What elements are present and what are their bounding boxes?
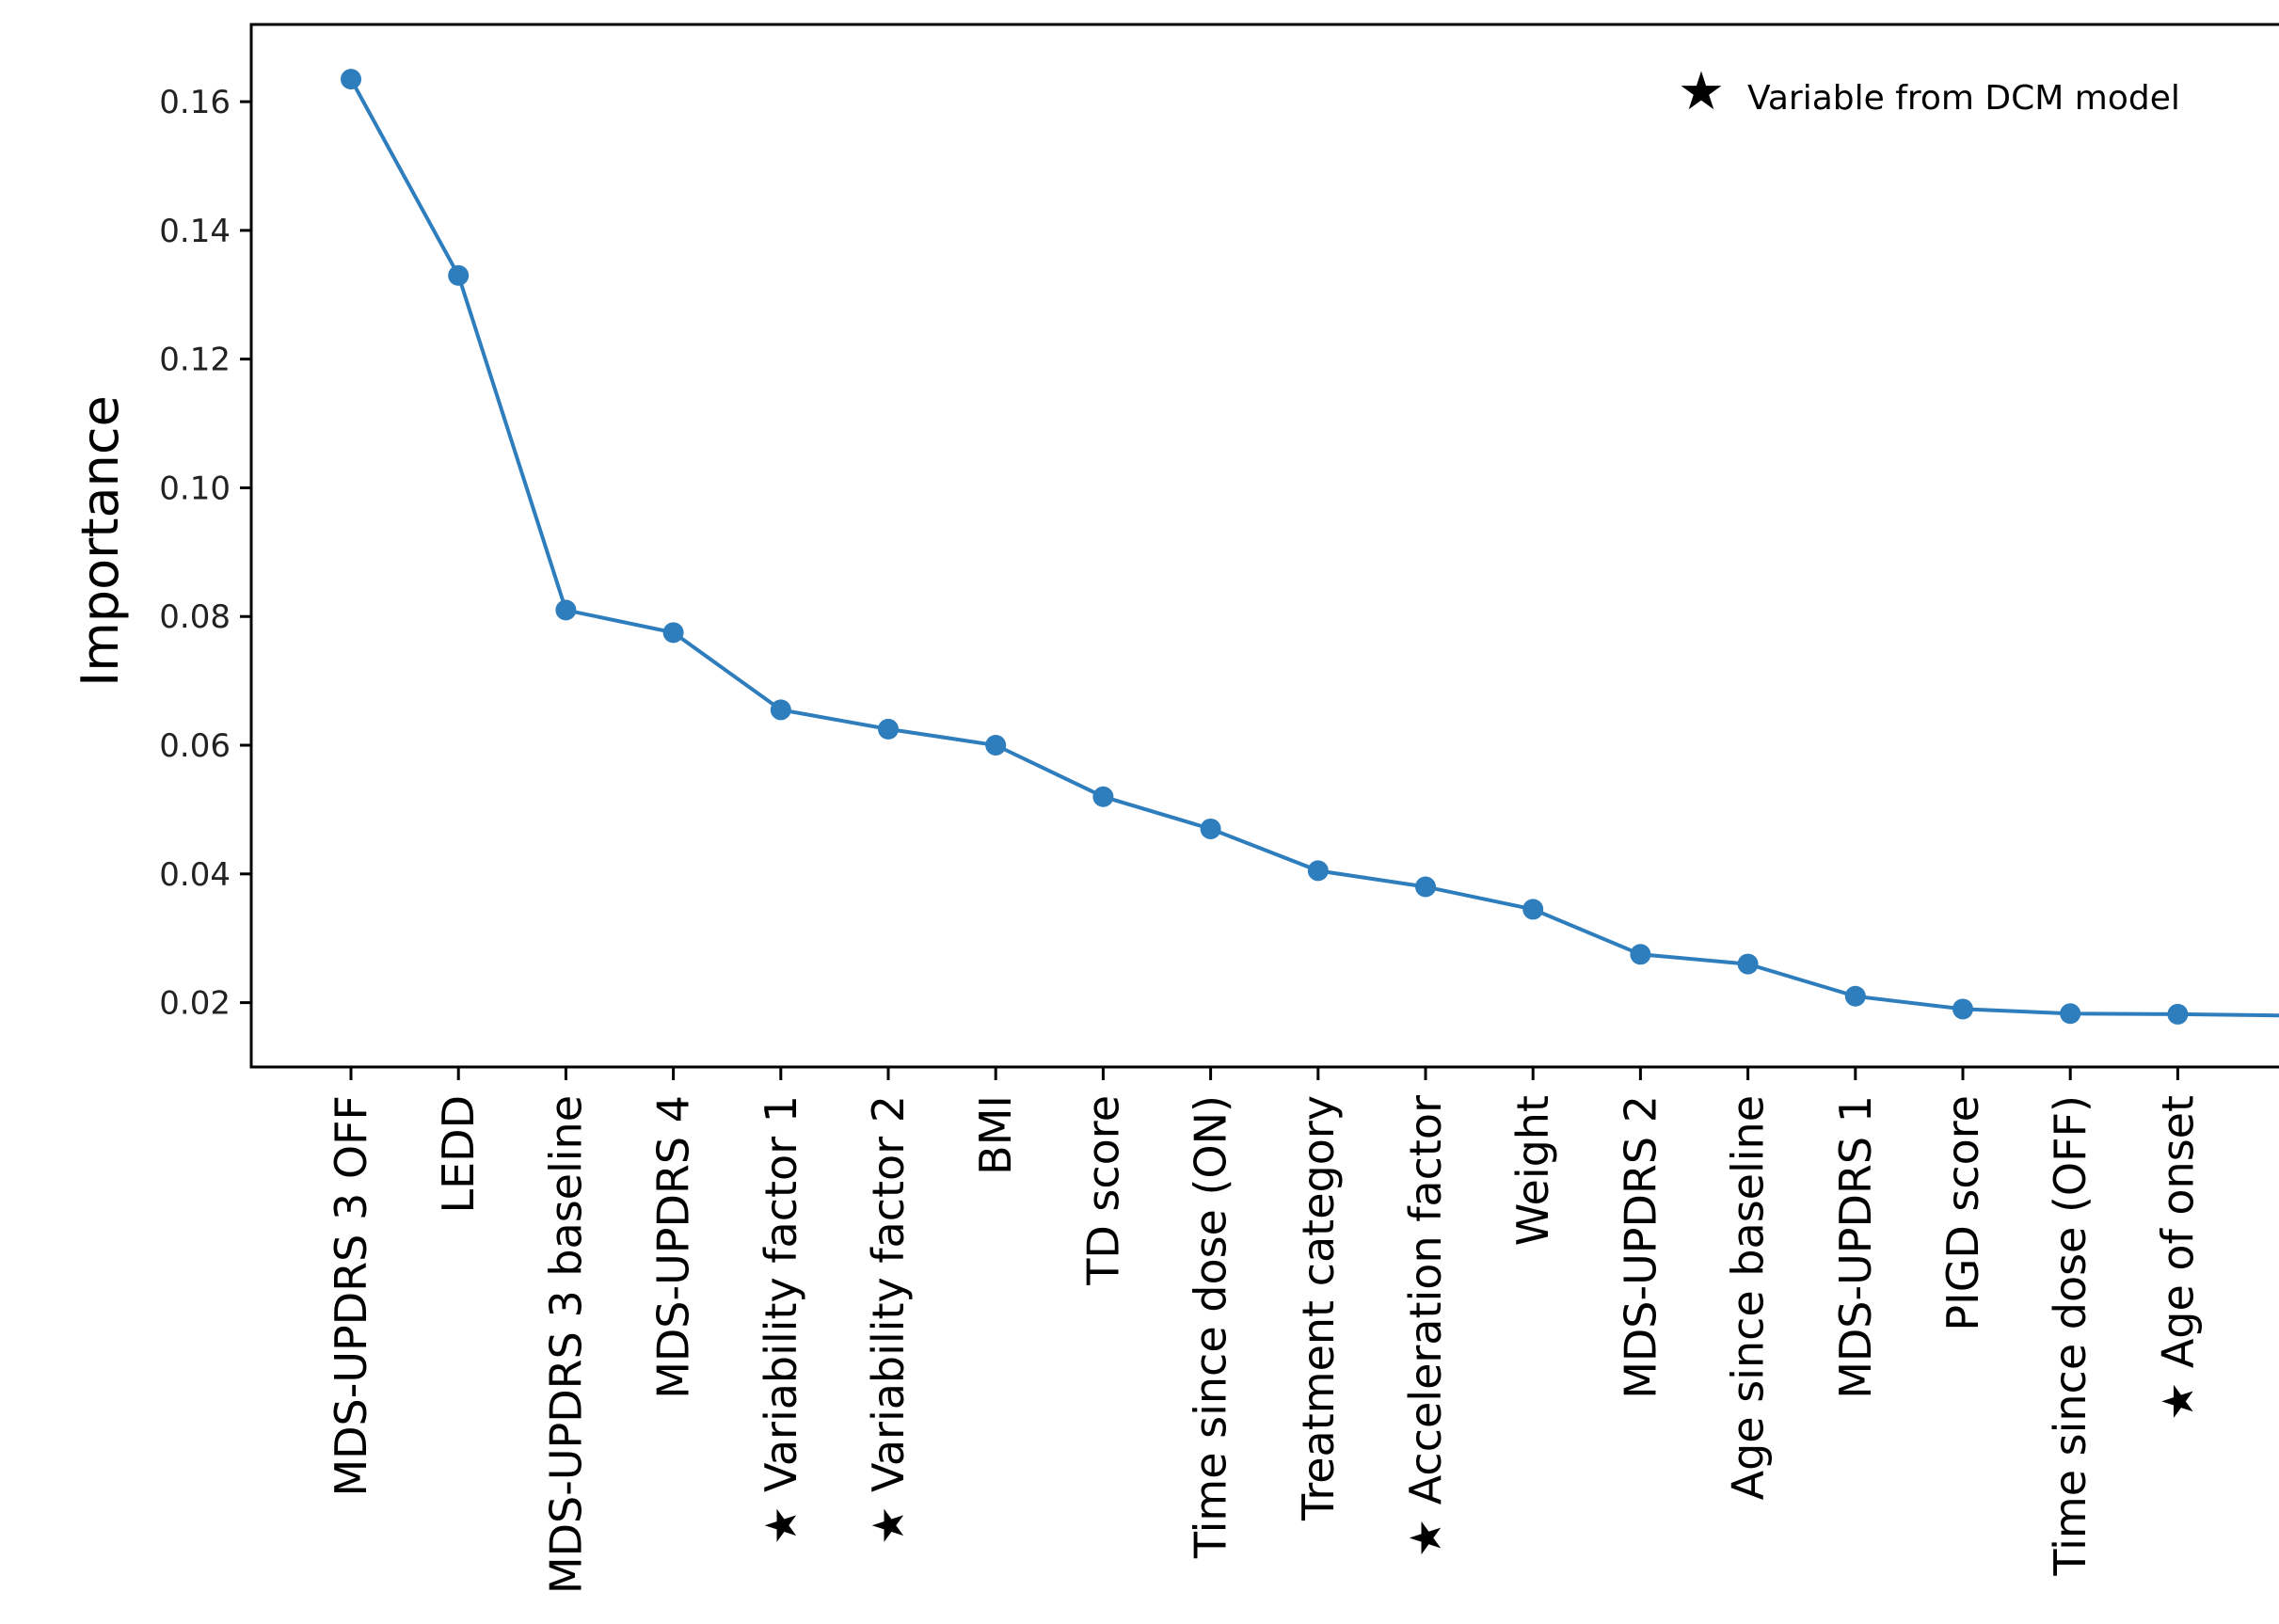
data-point — [448, 264, 470, 286]
dcm-star-icon: ★ — [2152, 1368, 2203, 1421]
data-point — [1630, 944, 1651, 965]
data-point — [1307, 860, 1329, 882]
y-tick-label: 0.14 — [159, 213, 231, 250]
data-point — [878, 718, 899, 740]
data-point — [1952, 998, 1973, 1020]
plot-frame — [249, 23, 2279, 1069]
data-point — [1737, 953, 1759, 975]
x-tick-label-text: Time since dose (ON) — [1186, 1095, 1236, 1559]
x-tick-label-text: Acceleration factor — [1400, 1095, 1451, 1505]
dcm-star-icon: ★ — [756, 1492, 806, 1545]
data-point — [341, 69, 361, 90]
x-tick-label: ★ Variability factor 2 — [863, 1095, 914, 1545]
x-tick-label-text: Weight — [1507, 1095, 1558, 1246]
x-tick-label: Time since dose (ON) — [1186, 1095, 1236, 1559]
x-tick-label-text: Time since dose (OFF) — [2045, 1095, 2096, 1577]
y-tick-label: 0.08 — [159, 598, 231, 636]
y-tick-label: 0.12 — [159, 342, 231, 379]
x-tick-label: MDS-UPDRS 2 — [1615, 1095, 1665, 1399]
y-axis: 0.02 0.04 0.06 0.08 0.10 0.12 0.14 0.16 — [159, 84, 251, 1023]
x-tick-label-text: Treatment category — [1293, 1095, 1344, 1521]
legend-label: Variable from DCM model — [1747, 79, 2180, 118]
data-point — [770, 699, 791, 721]
x-tick-label-text: MDS-UPDRS 3 baseline — [540, 1095, 591, 1594]
x-tick-label: Weight — [1507, 1095, 1558, 1246]
y-tick-label: 0.16 — [159, 84, 231, 121]
plot-area — [341, 69, 2279, 1025]
data-point — [2167, 1003, 2189, 1025]
x-tick-label: ★ Variability factor 1 — [756, 1095, 806, 1545]
x-tick-label-text: MDS-UPDRS 2 — [1615, 1095, 1665, 1399]
data-point — [1522, 899, 1544, 920]
data-point — [1415, 876, 1436, 898]
x-tick-label: Age since baseline — [1723, 1095, 1774, 1500]
data-point — [1844, 985, 1866, 1007]
x-tick-label-text: MDS-UPDRS 3 OFF — [326, 1095, 376, 1497]
x-tick-label: MDS-UPDRS 4 — [648, 1095, 699, 1399]
x-tick-label-text: MDS-UPDRS 4 — [648, 1095, 699, 1399]
x-tick-label: Time since dose (OFF) — [2045, 1095, 2096, 1577]
y-axis-label: Importance — [71, 395, 130, 686]
x-tick-label-text: Age of onset — [2152, 1095, 2203, 1368]
x-tick-label: LEDD — [433, 1095, 484, 1214]
x-tick-label-text: BMI — [970, 1095, 1021, 1175]
x-axis: MDS-UPDRS 3 OFF LEDD MDS-UPDRS 3 baseline M… — [326, 1067, 2203, 1594]
x-tick-label: ★ Age of onset — [2152, 1095, 2203, 1421]
data-point — [555, 599, 577, 621]
x-tick-label-text: LEDD — [433, 1095, 484, 1214]
data-point — [662, 622, 684, 644]
x-tick-label: MDS-UPDRS 1 — [1830, 1095, 1881, 1399]
x-tick-label: BMI — [970, 1095, 1021, 1175]
x-tick-label-text: MDS-UPDRS 1 — [1830, 1095, 1881, 1399]
data-point — [1092, 786, 1114, 807]
x-tick-label-text: PIGD score — [1937, 1095, 1988, 1331]
x-tick-label-text: Variability factor 2 — [863, 1095, 914, 1492]
y-tick-label: 0.06 — [159, 727, 231, 765]
dcm-star-icon: ★ — [1400, 1505, 1451, 1557]
x-tick-label: MDS-UPDRS 3 OFF — [326, 1095, 376, 1497]
x-tick-label-text: Variability factor 1 — [756, 1095, 806, 1492]
x-tick-label-text: TD score — [1077, 1095, 1128, 1286]
data-point — [985, 735, 1007, 756]
x-tick-label-text: Age since baseline — [1723, 1095, 1774, 1500]
y-tick-label: 0.04 — [159, 856, 231, 894]
dcm-star-icon: ★ — [863, 1492, 914, 1545]
y-tick-label: 0.10 — [159, 470, 231, 507]
y-tick-label: 0.02 — [159, 985, 231, 1023]
legend: ★ Variable from DCM model — [1678, 61, 2180, 122]
legend-star-icon: ★ — [1678, 61, 1725, 122]
importance-series-points — [341, 69, 2189, 1025]
x-tick-label: Treatment category — [1293, 1095, 1344, 1521]
x-tick-label: ★ Acceleration factor — [1400, 1095, 1451, 1557]
x-tick-label: TD score — [1077, 1095, 1128, 1286]
data-point — [2060, 1003, 2081, 1025]
x-tick-label: PIGD score — [1937, 1095, 1988, 1331]
x-tick-label: MDS-UPDRS 3 baseline — [540, 1095, 591, 1594]
data-point — [1200, 818, 1221, 839]
